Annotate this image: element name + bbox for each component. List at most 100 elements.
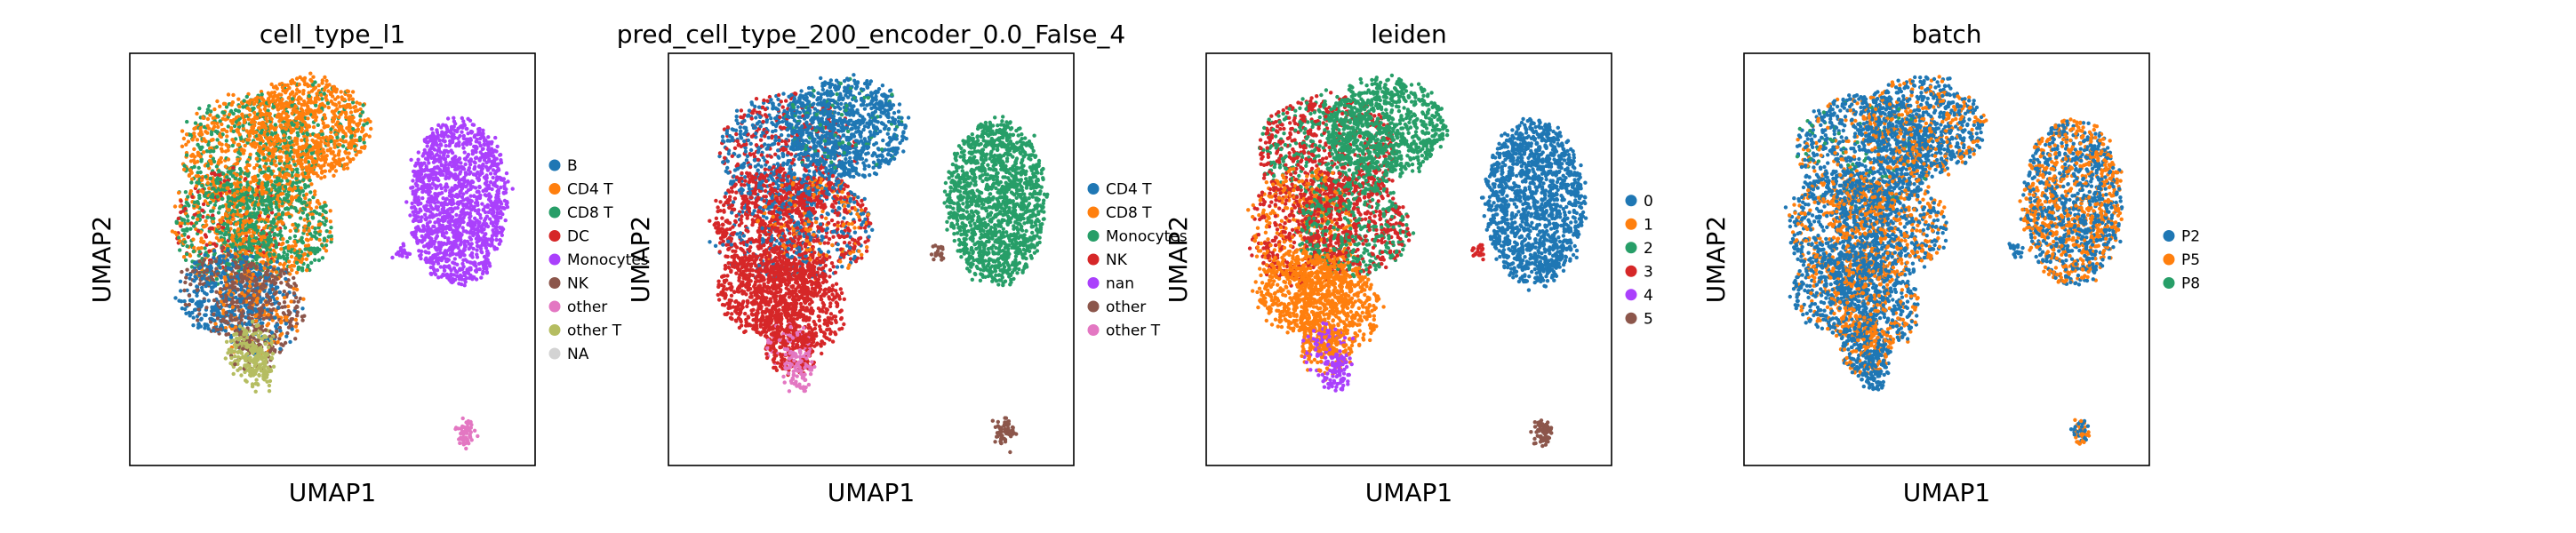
data-point [260, 252, 264, 258]
data-point [248, 98, 252, 103]
data-point [309, 89, 315, 93]
data-point [269, 280, 274, 284]
data-point [318, 229, 323, 234]
data-point [181, 136, 187, 141]
data-point [237, 245, 242, 250]
data-point [260, 308, 265, 313]
data-point [211, 156, 215, 161]
data-point [260, 92, 264, 97]
data-point [491, 168, 496, 172]
data-point [254, 369, 259, 373]
data-point [294, 76, 300, 81]
data-point [230, 138, 235, 142]
data-point [316, 246, 320, 251]
data-point [215, 130, 220, 134]
data-point [219, 191, 223, 196]
data-point [216, 211, 221, 215]
data-point [239, 373, 244, 378]
data-point [292, 159, 296, 163]
data-point [201, 202, 206, 207]
data-point [266, 322, 271, 326]
data-point [307, 221, 312, 226]
data-point [473, 155, 478, 161]
data-point [292, 275, 296, 281]
data-point [208, 113, 212, 117]
data-point [264, 206, 269, 211]
data-point [229, 235, 235, 240]
data-point [329, 139, 333, 144]
data-point [237, 121, 242, 126]
data-point [425, 144, 429, 148]
data-point [313, 258, 317, 262]
data-point [244, 356, 249, 361]
data-point [318, 109, 324, 114]
data-point [290, 195, 294, 199]
data-point [277, 290, 282, 295]
data-point [215, 195, 220, 199]
data-point [258, 275, 263, 280]
data-point [220, 246, 224, 251]
x-axis-label: UMAP1 [289, 478, 377, 507]
data-point [209, 274, 213, 280]
data-point [412, 170, 417, 174]
data-point [264, 375, 269, 379]
data-point [220, 196, 225, 202]
data-point [316, 133, 321, 138]
data-point [318, 102, 323, 107]
data-point [340, 129, 346, 133]
data-point [277, 155, 282, 160]
data-point [274, 290, 278, 295]
data-point [420, 234, 424, 239]
data-point [284, 211, 289, 217]
data-point [212, 121, 217, 125]
data-point [314, 118, 318, 123]
data-point [408, 213, 412, 218]
data-point [185, 214, 190, 219]
data-point [268, 234, 272, 238]
data-point [269, 340, 274, 345]
data-point [192, 126, 196, 131]
data-point [282, 271, 286, 275]
data-point [353, 147, 357, 152]
data-point [300, 144, 305, 149]
data-point [223, 356, 228, 361]
data-point [328, 147, 332, 151]
data-point [290, 327, 294, 331]
data-point [298, 296, 303, 301]
data-point [245, 368, 250, 372]
data-point [364, 132, 369, 137]
data-point [279, 92, 284, 97]
data-point [264, 335, 268, 339]
data-point [306, 263, 310, 268]
data-point [183, 280, 188, 285]
data-point [346, 145, 351, 150]
data-point [238, 203, 243, 207]
data-point [232, 349, 237, 354]
data-point [227, 233, 232, 237]
data-point [251, 272, 255, 277]
data-point [235, 204, 239, 210]
data-point [254, 309, 259, 314]
data-point [286, 246, 291, 251]
data-point [276, 167, 282, 171]
data-point [300, 318, 305, 322]
data-point [183, 302, 188, 307]
data-point [218, 119, 222, 123]
data-point [323, 222, 327, 227]
data-point [331, 86, 336, 91]
data-point [506, 179, 510, 184]
data-point [223, 277, 228, 282]
data-point [300, 306, 305, 311]
data-point [180, 306, 185, 311]
data-point [209, 285, 214, 290]
data-point [308, 206, 314, 211]
data-point [356, 129, 360, 133]
data-point [245, 140, 250, 145]
data-point [246, 315, 252, 320]
data-point [276, 194, 281, 198]
data-point [244, 322, 249, 327]
data-point [273, 123, 277, 127]
data-point [267, 140, 271, 145]
data-point [308, 231, 313, 236]
data-point [229, 292, 234, 298]
